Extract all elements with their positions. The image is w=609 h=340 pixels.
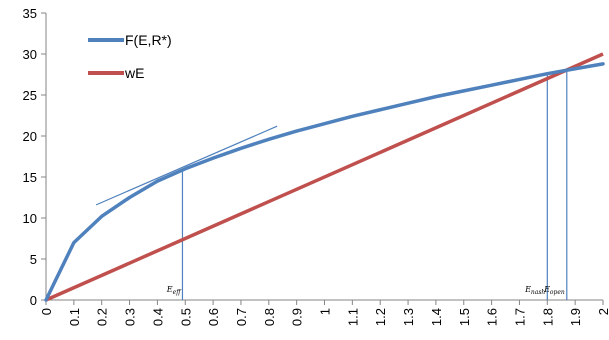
annotation-label: Enash: [524, 285, 545, 296]
tangent-line: [95, 125, 278, 206]
x-tick-label: 1.1: [345, 308, 360, 326]
x-tick-label: 0.5: [178, 308, 193, 326]
x-tick-label: 1: [318, 308, 333, 315]
x-tick-label: 0.9: [290, 308, 305, 326]
x-tick-label: 0.8: [262, 308, 277, 326]
x-tick-label: 0.7: [234, 308, 249, 326]
y-tick-label: 0: [30, 293, 37, 308]
x-tick-label: 0: [39, 308, 54, 315]
series-line-wE: [45, 52, 604, 302]
x-tick-label: 0.3: [123, 308, 138, 326]
annotation-label: Eeff: [166, 285, 182, 296]
x-tick-label: 1.6: [485, 308, 500, 326]
legend: F(E,R*) wE: [88, 32, 172, 81]
y-tick-label: 15: [23, 170, 37, 185]
annotation-label: Eopen: [543, 285, 565, 296]
y-tick-label: 25: [23, 88, 37, 103]
x-tick-label: 1.2: [373, 308, 388, 326]
y-tick-label: 20: [23, 129, 37, 144]
series: [44, 52, 605, 302]
x-tick-label: 0.4: [150, 308, 165, 326]
x-tick-label: 2: [596, 308, 609, 315]
x-axis: 0 0.1 0.2 0.3 0.4 0.5 0.6 0.7 0.8 0.9 1 1.1 1.2 1.3 1.…: [39, 299, 609, 326]
x-tick-label: 0.1: [67, 308, 82, 326]
y-tick-label: 35: [23, 6, 37, 21]
x-tick-label: 0.6: [206, 308, 221, 326]
y-axis: 0 5 10 15 20 25 30 35: [23, 6, 47, 308]
x-tick-label: 1.4: [429, 308, 444, 326]
y-tick-label: 30: [23, 47, 37, 62]
x-tick-label: 0.2: [95, 308, 110, 326]
y-tick-label: 5: [30, 252, 37, 267]
y-tick-label: 10: [23, 211, 37, 226]
legend-label: F(E,R*): [125, 32, 172, 48]
legend-label: wE: [124, 65, 144, 81]
x-tick-label: 1.8: [540, 308, 555, 326]
x-tick-label: 1.9: [568, 308, 583, 326]
x-tick-label: 1.3: [401, 308, 416, 326]
x-tick-label: 1.7: [512, 308, 527, 326]
x-tick-label: 1.5: [457, 308, 472, 326]
series-line-F: [44, 62, 605, 302]
